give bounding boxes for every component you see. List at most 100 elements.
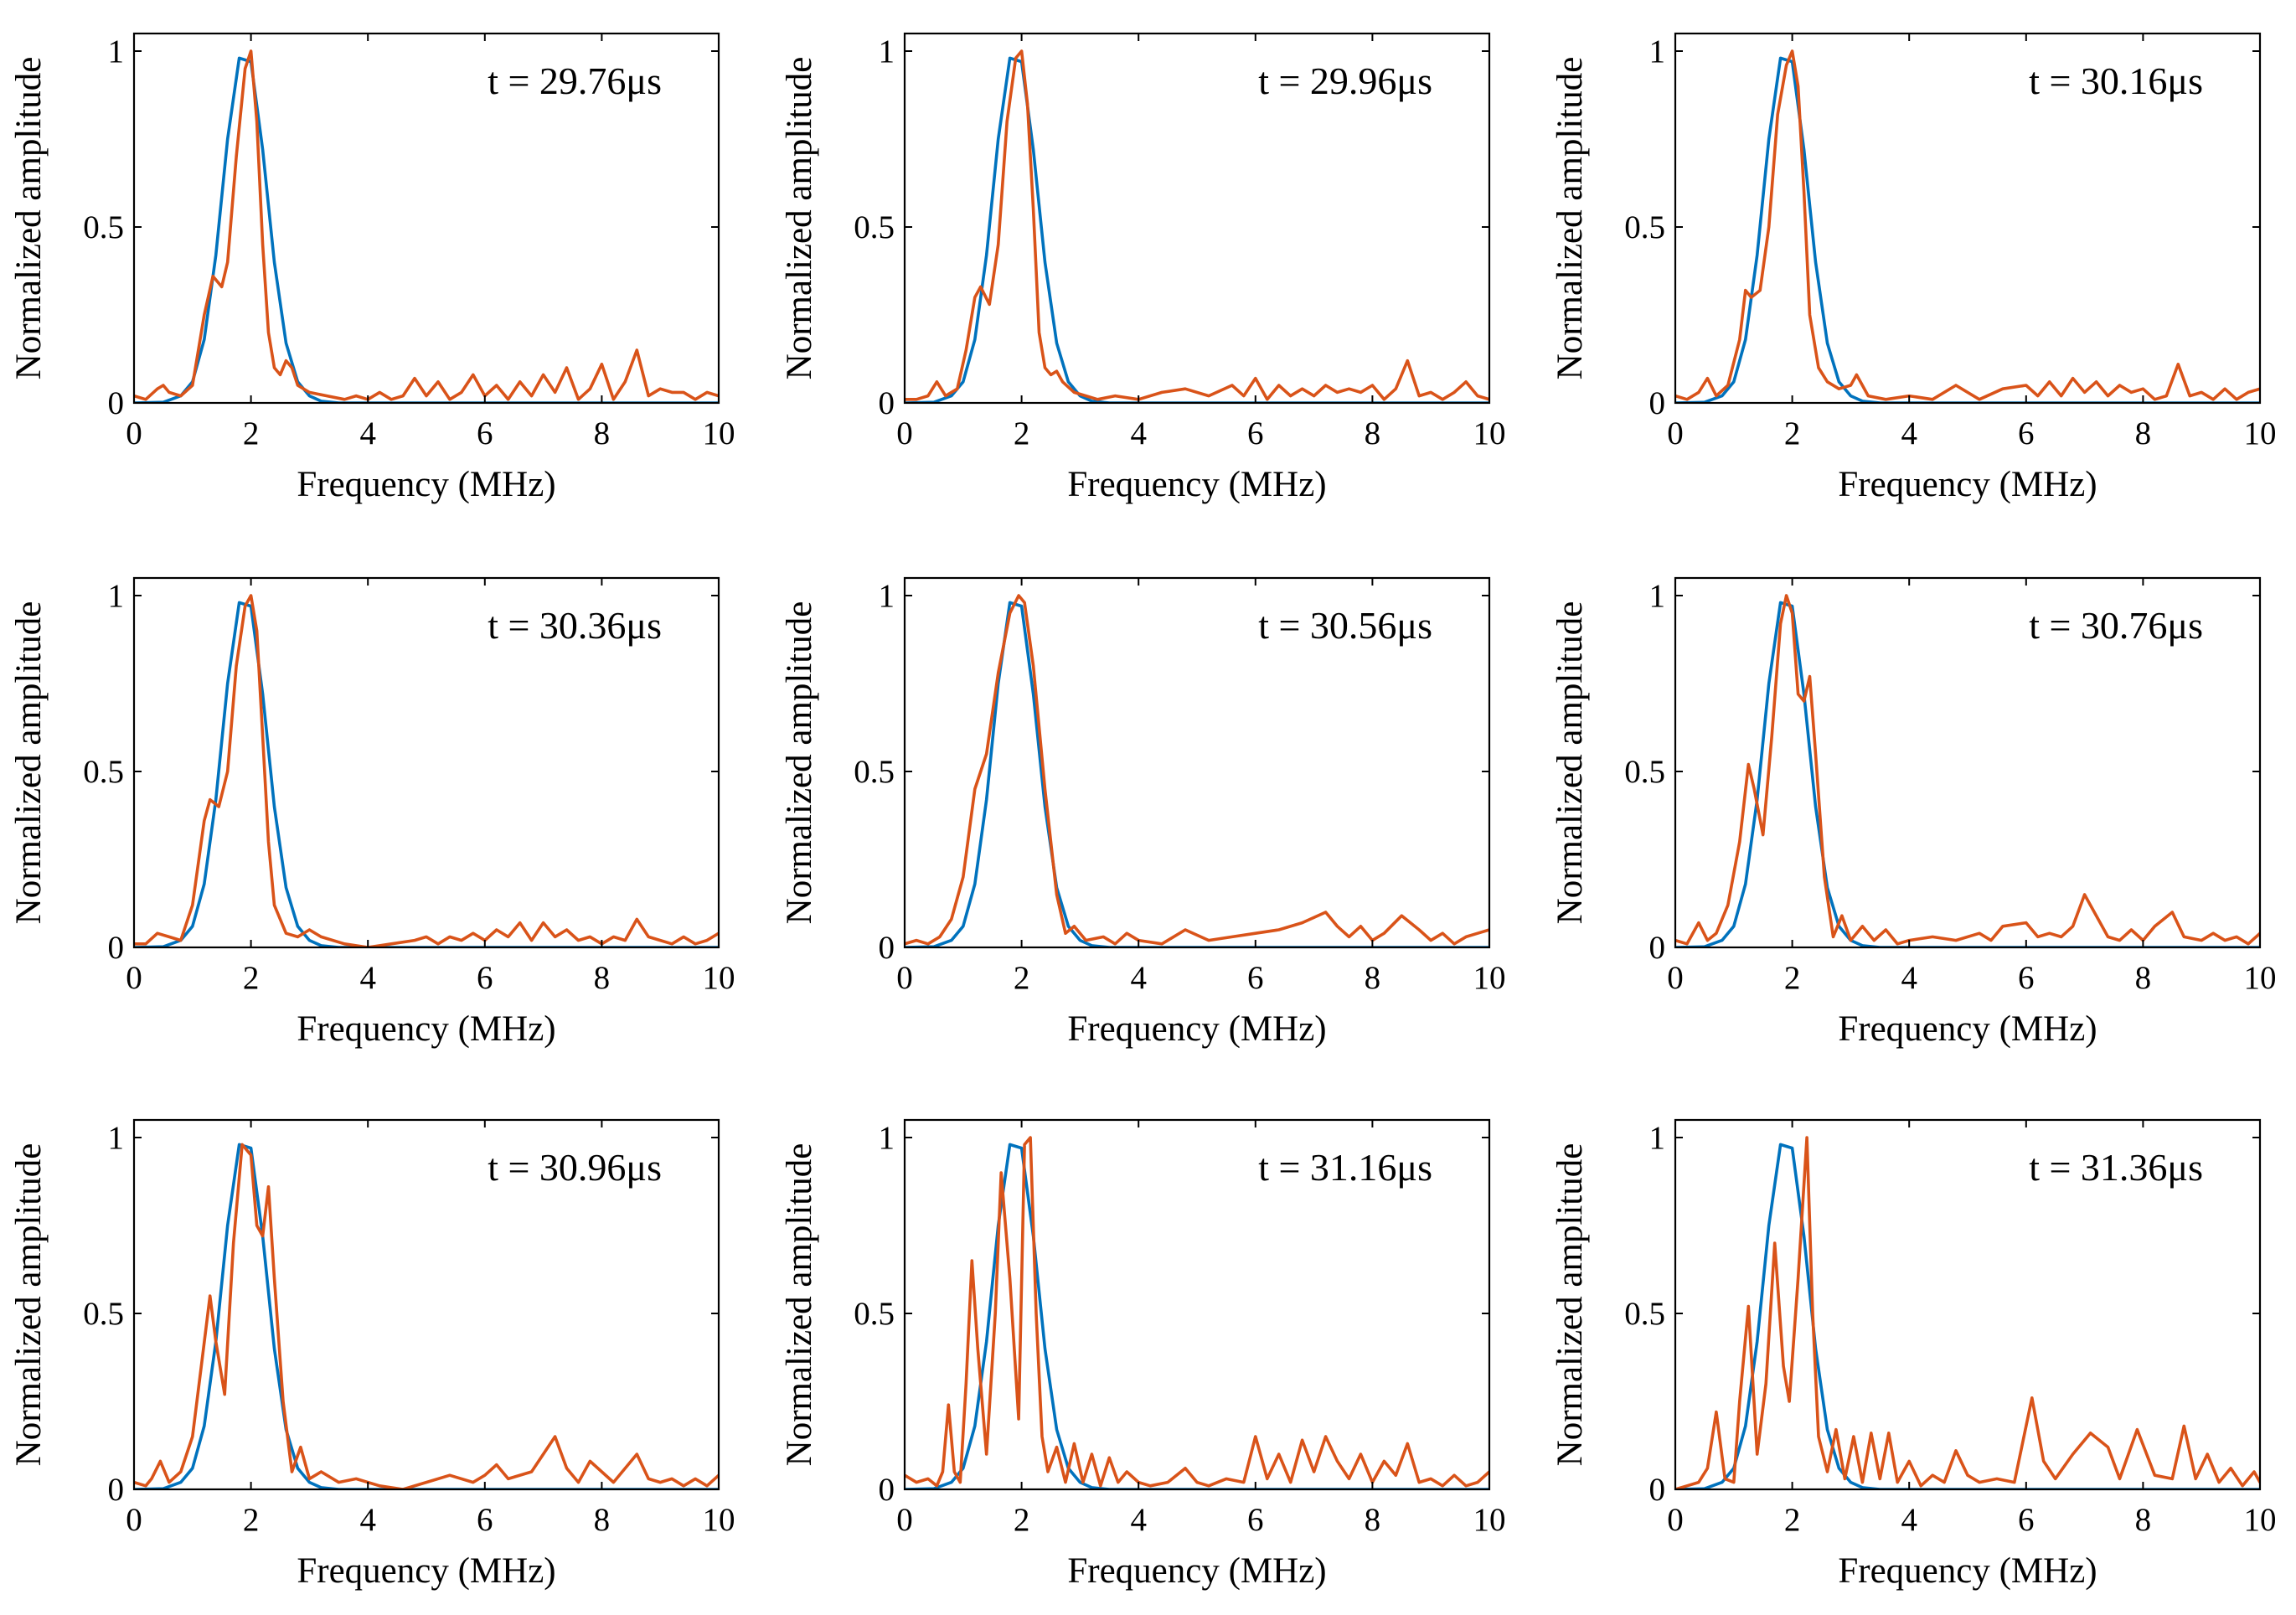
measured-spectrum-line — [1675, 49, 2260, 401]
y-axis-label: Normalized amplitude — [780, 57, 819, 380]
x-tick-label: 10 — [2244, 1502, 2277, 1538]
spectrum-panel: 0 2 4 6 8 10 0 0.5 1 Frequency (MHz) Normalized am… — [9, 32, 735, 504]
reference-spectrum-line — [1675, 56, 2260, 403]
reference-spectrum-line — [134, 601, 719, 947]
x-tick-label: 8 — [1365, 960, 1381, 996]
spectrum-panel: 0 2 4 6 8 10 0 0.5 1 Frequency (MHz) Normalized am… — [9, 1118, 735, 1591]
x-tick-label: 10 — [703, 415, 735, 451]
x-tick-label: 4 — [359, 415, 376, 451]
x-tick-label: 2 — [1784, 415, 1801, 451]
x-tick-label: 6 — [2018, 1502, 2035, 1538]
x-axis-label: Frequency (MHz) — [1067, 1551, 1326, 1591]
measured-spectrum-line — [1675, 594, 2260, 946]
x-tick-label: 0 — [896, 415, 913, 451]
x-tick-label: 0 — [126, 960, 142, 996]
panel-time-label: t = 30.36μs — [488, 604, 662, 647]
y-axis-label: Normalized amplitude — [1550, 57, 1590, 380]
y-tick-label: 0 — [879, 385, 895, 421]
x-tick-label: 10 — [2244, 415, 2277, 451]
x-tick-label: 0 — [896, 960, 913, 996]
y-tick-label: 1 — [1649, 1120, 1666, 1156]
reference-spectrum-line — [134, 56, 719, 403]
plot-frame — [1674, 576, 2262, 949]
plot-frame — [903, 576, 1491, 949]
x-tick-label: 6 — [1247, 960, 1264, 996]
x-tick-label: 4 — [1130, 960, 1147, 996]
x-tick-label: 6 — [2018, 960, 2035, 996]
panel-time-label: t = 29.76μs — [488, 59, 662, 102]
x-tick-label: 10 — [1473, 960, 1506, 996]
spectrum-panel: 0 2 4 6 8 10 0 0.5 1 Frequency (MHz) Normalized am… — [780, 1118, 1506, 1591]
x-tick-label: 2 — [1014, 415, 1030, 451]
x-tick-label: 2 — [243, 415, 260, 451]
spectrum-panel: 0 2 4 6 8 10 0 0.5 1 Frequency (MHz) Normalized am… — [780, 32, 1506, 504]
spectrum-panel: 0 2 4 6 8 10 0 0.5 1 Frequency (MHz) Normalized am… — [780, 576, 1506, 1049]
panel-time-label: t = 31.16μs — [1258, 1146, 1432, 1189]
y-tick-label: 1 — [879, 34, 895, 70]
reference-spectrum-line — [1675, 1143, 2260, 1489]
plot-frame — [132, 576, 720, 949]
spectrum-panel: 0 2 4 6 8 10 0 0.5 1 Frequency (MHz) Normalized am… — [1550, 32, 2277, 504]
y-tick-label: 0 — [108, 385, 125, 421]
measured-spectrum-line — [1675, 1136, 2260, 1489]
reference-spectrum-line — [1675, 601, 2260, 947]
reference-spectrum-line — [134, 1143, 719, 1489]
x-tick-label: 4 — [359, 1502, 376, 1538]
y-tick-label: 0.5 — [1624, 209, 1665, 245]
measured-spectrum-line — [134, 594, 719, 947]
y-axis-label: Normalized amplitude — [1550, 601, 1590, 925]
plot-frame — [132, 1118, 720, 1491]
x-tick-label: 4 — [1901, 1502, 1917, 1538]
x-tick-label: 0 — [1667, 960, 1684, 996]
x-tick-label: 0 — [1667, 415, 1684, 451]
x-tick-label: 2 — [1014, 1502, 1030, 1538]
y-tick-label: 1 — [108, 578, 125, 614]
y-tick-label: 0 — [879, 930, 895, 966]
x-tick-label: 4 — [1130, 415, 1147, 451]
y-tick-label: 0 — [1649, 385, 1666, 421]
plot-frame — [132, 32, 720, 405]
panel-time-label: t = 31.36μs — [2029, 1146, 2203, 1189]
x-axis-label: Frequency (MHz) — [1838, 465, 2097, 504]
reference-spectrum-line — [905, 1143, 1489, 1489]
x-axis-label: Frequency (MHz) — [297, 465, 555, 504]
x-tick-label: 6 — [477, 1502, 493, 1538]
plot-frame — [903, 1118, 1491, 1491]
x-tick-label: 10 — [2244, 960, 2277, 996]
x-tick-label: 2 — [1784, 960, 1801, 996]
x-axis-label: Frequency (MHz) — [297, 1009, 555, 1049]
plot-frame — [903, 32, 1491, 405]
y-tick-label: 0 — [108, 930, 125, 966]
y-tick-label: 0.5 — [854, 754, 895, 790]
x-tick-label: 0 — [1667, 1502, 1684, 1538]
y-tick-label: 1 — [1649, 34, 1666, 70]
y-tick-label: 0.5 — [854, 209, 895, 245]
y-axis-label: Normalized amplitude — [1550, 1143, 1590, 1467]
x-tick-label: 4 — [1901, 960, 1917, 996]
x-tick-label: 10 — [703, 1502, 735, 1538]
x-axis-label: Frequency (MHz) — [1067, 465, 1326, 504]
panel-time-label: t = 30.56μs — [1258, 604, 1432, 647]
plot-frame — [1674, 1118, 2262, 1491]
y-tick-label: 0.5 — [83, 754, 124, 790]
x-tick-label: 6 — [1247, 1502, 1264, 1538]
x-axis-label: Frequency (MHz) — [1067, 1009, 1326, 1049]
y-tick-label: 0.5 — [83, 209, 124, 245]
spectrum-panel: 0 2 4 6 8 10 0 0.5 1 Frequency (MHz) Normalized am… — [1550, 1118, 2277, 1591]
x-tick-label: 6 — [477, 960, 493, 996]
x-tick-label: 2 — [1784, 1502, 1801, 1538]
y-tick-label: 0 — [1649, 930, 1666, 966]
x-tick-label: 0 — [126, 1502, 142, 1538]
measured-spectrum-line — [905, 49, 1489, 401]
y-tick-label: 0.5 — [854, 1296, 895, 1332]
y-tick-label: 0 — [1649, 1472, 1666, 1508]
y-tick-label: 1 — [108, 34, 125, 70]
reference-spectrum-line — [905, 601, 1489, 947]
x-tick-label: 10 — [1473, 1502, 1506, 1538]
x-tick-label: 2 — [243, 960, 260, 996]
x-tick-label: 8 — [2135, 415, 2152, 451]
x-tick-label: 4 — [359, 960, 376, 996]
x-tick-label: 6 — [477, 415, 493, 451]
y-tick-label: 0.5 — [1624, 754, 1665, 790]
